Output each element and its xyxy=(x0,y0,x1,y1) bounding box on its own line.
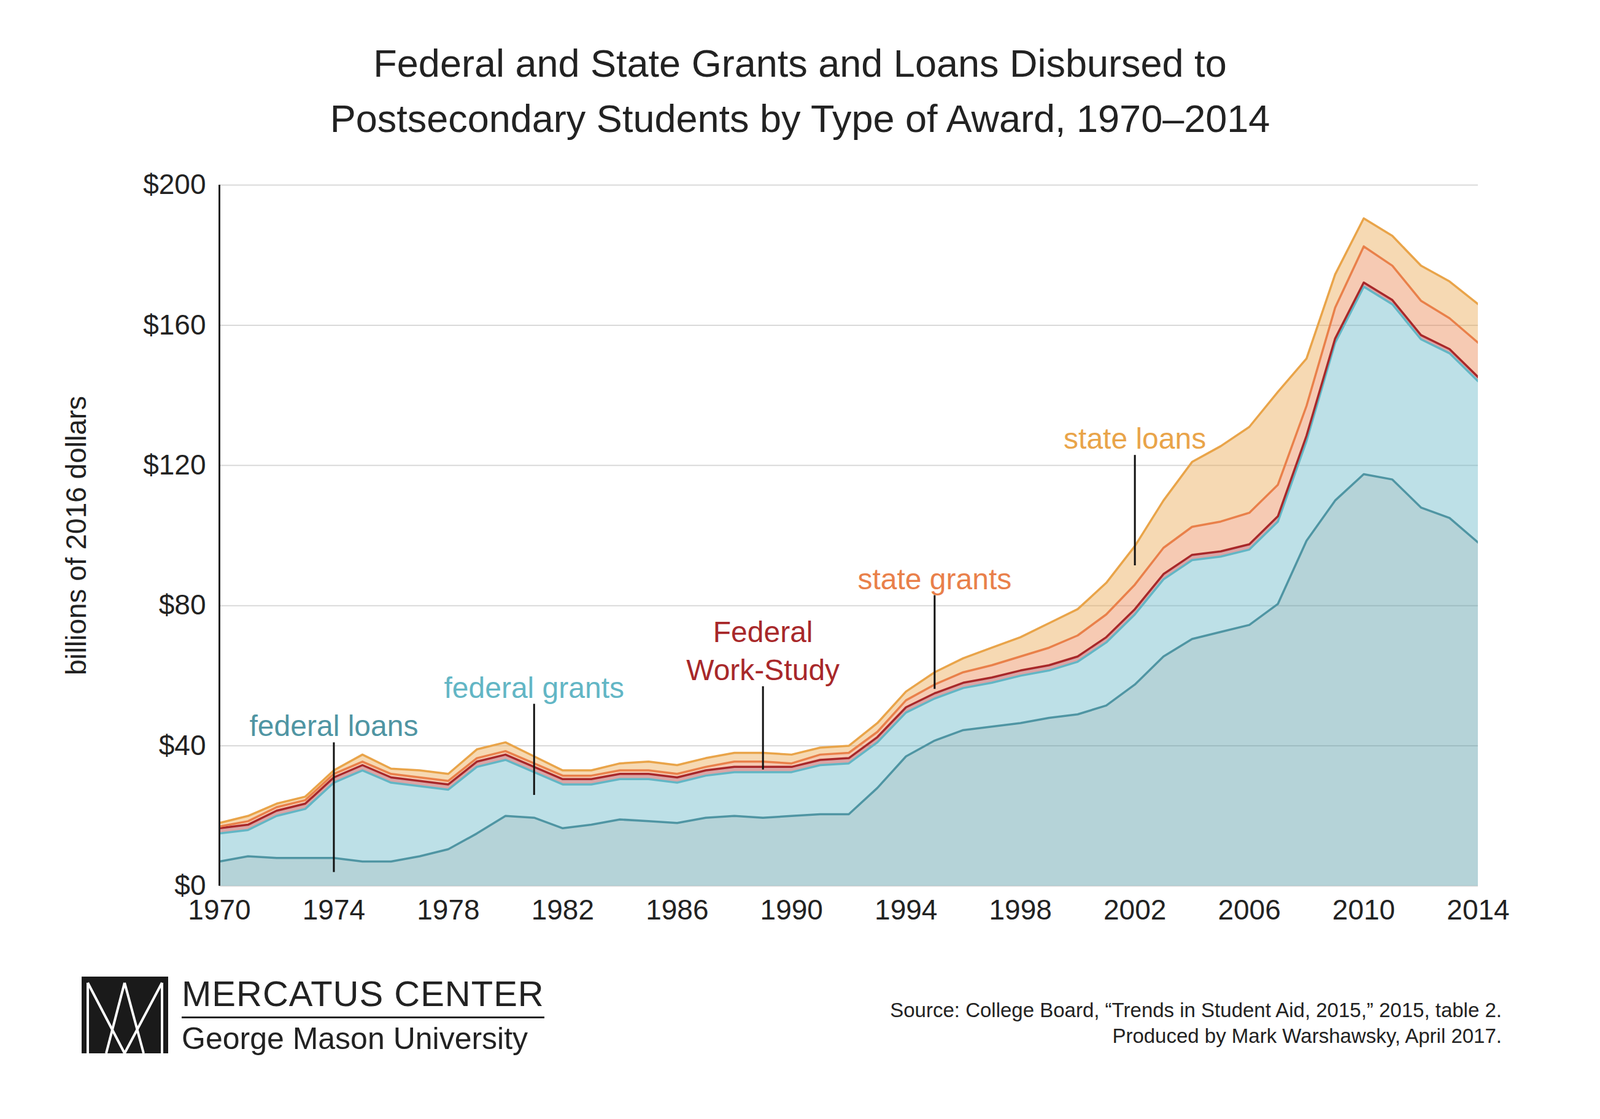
svg-text:$80: $80 xyxy=(158,588,207,621)
svg-text:$40: $40 xyxy=(158,729,207,762)
html-text:Federal and State Grants and L: Federal and State Grants and Loans Disbu… xyxy=(329,41,1271,140)
svg-text:billions of 2016 dollars: billions of 2016 dollars xyxy=(60,395,93,676)
svg-text:$160: $160 xyxy=(142,308,206,341)
svg-text:1970: 1970 xyxy=(187,893,251,926)
svg-text:1998: 1998 xyxy=(989,893,1052,926)
svg-text:1994: 1994 xyxy=(874,893,938,926)
html-text:Produced by Mark Warshawsky, A: Produced by Mark Warshawsky, April 2017. xyxy=(1112,1024,1502,1048)
svg-text:1974: 1974 xyxy=(302,893,366,926)
svg-text:state loans: state loans xyxy=(1063,422,1206,455)
svg-text:FederalWork-Study: FederalWork-Study xyxy=(686,615,840,687)
svg-text:$200: $200 xyxy=(142,168,206,201)
svg-text:2002: 2002 xyxy=(1103,893,1167,926)
svg-text:1990: 1990 xyxy=(760,893,824,926)
svg-text:1982: 1982 xyxy=(531,893,595,926)
svg-text:2010: 2010 xyxy=(1332,893,1396,926)
svg-text:1986: 1986 xyxy=(645,893,709,926)
html-text:George Mason University: George Mason University xyxy=(181,1021,528,1056)
svg-text:federal loans: federal loans xyxy=(249,709,419,743)
svg-text:$120: $120 xyxy=(142,448,206,481)
svg-text:federal grants: federal grants xyxy=(443,671,625,704)
svg-text:state grants: state grants xyxy=(857,562,1012,596)
svg-text:2006: 2006 xyxy=(1217,893,1281,926)
html-text:MERCATUS CENTER: MERCATUS CENTER xyxy=(181,973,545,1014)
svg-text:2014: 2014 xyxy=(1446,893,1510,926)
html-text:Source: College Board, “Trends: Source: College Board, “Trends in Studen… xyxy=(890,998,1502,1022)
svg-text:1978: 1978 xyxy=(416,893,480,926)
svg-text:$0: $0 xyxy=(174,869,206,902)
